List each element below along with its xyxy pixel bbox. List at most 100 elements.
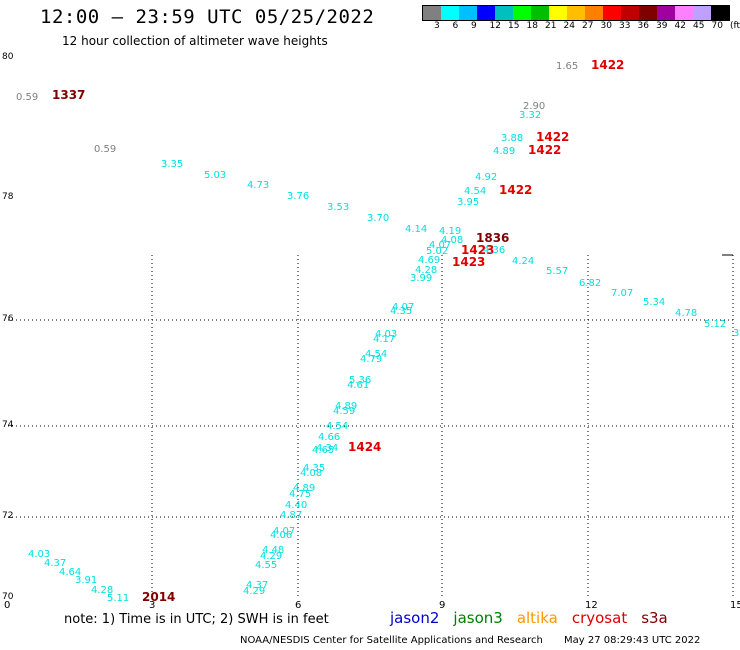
- legend-swatch: [639, 6, 657, 20]
- legend-tick-label: 70: [711, 21, 723, 31]
- wave-height-label: 7.07: [611, 288, 633, 299]
- wave-height-label: 4.07: [429, 240, 451, 251]
- wave-height-label: 0.59: [94, 144, 116, 155]
- time-axis-label: 15: [730, 600, 740, 611]
- color-legend: [422, 5, 730, 21]
- wave-height-label: 3.76: [287, 191, 309, 202]
- wave-height-label: 4.35: [303, 463, 325, 474]
- wave-height-label: 4.29: [243, 586, 265, 597]
- wave-height-label: 3.53: [327, 202, 349, 213]
- pass-time-label: 1422: [499, 183, 532, 197]
- wave-height-label: 4.48: [262, 545, 284, 556]
- legend-swatch: [675, 6, 693, 20]
- legend-tick-label: 39: [656, 21, 668, 31]
- wave-height-label: 4.65: [312, 445, 334, 456]
- wave-height-label: 4.79: [360, 354, 382, 365]
- wave-height-label: 4.08: [441, 235, 463, 246]
- legend-tick-label: 12: [489, 21, 501, 31]
- legend-swatch: [585, 6, 603, 20]
- satellite-name: cryosat: [571, 609, 628, 627]
- pass-time-label: 1337: [52, 88, 85, 102]
- wave-height-label: 4.28: [415, 265, 437, 276]
- pass-time-label: 1422: [536, 130, 569, 144]
- wave-height-label: 5.57: [546, 266, 568, 277]
- legend-swatch: [657, 6, 675, 20]
- wave-height-label: 4.89: [335, 401, 357, 412]
- latitude-label: 72: [2, 511, 14, 521]
- latitude-label: 80: [2, 52, 14, 62]
- legend-tick-label: 33: [619, 21, 631, 31]
- time-axis-label: 3: [149, 600, 156, 611]
- latitude-label: 78: [2, 192, 14, 202]
- wave-height-label: 4.37: [246, 580, 268, 591]
- wave-height-label: 1.65: [556, 61, 578, 72]
- legend-swatch: [495, 6, 513, 20]
- wave-height-label: 4.14: [405, 224, 427, 235]
- pass-time-label: 1422: [591, 58, 624, 72]
- legend-swatch: [423, 6, 441, 20]
- wave-height-label: 4.06: [270, 530, 292, 541]
- wave-height-label: 5.02: [426, 246, 448, 257]
- wave-height-label: 5.12: [704, 319, 726, 330]
- wave-height-label: 4.64: [59, 567, 81, 578]
- legend-swatch: [621, 6, 639, 20]
- satellite-key: jason2 jason3 altika cryosat s3a: [390, 609, 682, 627]
- legend-swatch: [477, 6, 495, 20]
- page-subtitle: 12 hour collection of altimeter wave hei…: [62, 34, 328, 48]
- pass-time-label: 1422: [528, 143, 561, 157]
- wave-height-label: 4.89: [293, 483, 315, 494]
- legend-swatch: [549, 6, 567, 20]
- wave-height-label: 4.92: [475, 172, 497, 183]
- wave-height-label: 3.95: [457, 197, 479, 208]
- time-axis-label: 0: [4, 600, 11, 611]
- legend-swatch: [711, 6, 729, 20]
- pass-time-label: 2014: [142, 590, 175, 604]
- time-axis-label: 9: [439, 600, 446, 611]
- legend-tick-label: 15: [508, 21, 520, 31]
- wave-height-label: 4.08: [300, 468, 322, 479]
- legend-swatch: [459, 6, 477, 20]
- source-credit: NOAA/NESDIS Center for Satellite Applica…: [240, 635, 543, 646]
- wave-height-label: 4.75: [289, 489, 311, 500]
- legend-tick-label: 27: [582, 21, 594, 31]
- wave-height-label: 4.89: [493, 146, 515, 157]
- wave-height-label: 4.69: [418, 255, 440, 266]
- wave-height-label: 3.35: [161, 159, 183, 170]
- wave-height-label: 3.99: [410, 273, 432, 284]
- wave-height-label: 3.91: [75, 575, 97, 586]
- wave-height-label: 3.: [733, 328, 740, 339]
- legend-tick-label: 36: [637, 21, 649, 31]
- wave-height-label: 4.54: [326, 421, 348, 432]
- grid-lines: [8, 254, 734, 598]
- legend-tick-label: 45: [693, 21, 705, 31]
- satellite-name: jason3: [453, 609, 503, 627]
- generated-timestamp: May 27 08:29:43 UTC 2022: [564, 635, 701, 646]
- wave-height-label: 0.59: [16, 92, 38, 103]
- wave-height-label: 4.66: [318, 432, 340, 443]
- wave-height-label: 4.61: [347, 380, 369, 391]
- legend-tick-label: 6: [452, 21, 459, 31]
- wave-height-label: 4.36: [483, 245, 505, 256]
- legend-tick-label: 30: [600, 21, 612, 31]
- wave-height-label: 4.19: [439, 226, 461, 237]
- wave-height-label: 4.03: [375, 329, 397, 340]
- legend-tick-label: 21: [545, 21, 557, 31]
- footer: NOAA/NESDIS Center for Satellite Applica…: [240, 635, 718, 646]
- satellite-name: s3a: [641, 609, 668, 627]
- legend-tick-label: 3: [434, 21, 440, 31]
- latitude-label: 76: [2, 314, 14, 324]
- wave-height-label: 4.78: [675, 308, 697, 319]
- pass-time-label: 1423: [461, 243, 494, 257]
- pass-time-label: 1836: [476, 231, 509, 245]
- wave-height-label: 4.59: [333, 406, 355, 417]
- wave-height-label: 5.03: [204, 170, 226, 181]
- time-axis-label: 12: [585, 600, 598, 611]
- wave-height-label: 4.54: [365, 349, 387, 360]
- time-axis-label: 6: [295, 600, 302, 611]
- legend-tick-label: 24: [563, 21, 575, 31]
- observation-labels: 1.65 1422 0.59 1337 2.903.32 0.59 3.88 1422 4.89…: [16, 58, 740, 604]
- wave-height-label: 4.54: [464, 186, 486, 197]
